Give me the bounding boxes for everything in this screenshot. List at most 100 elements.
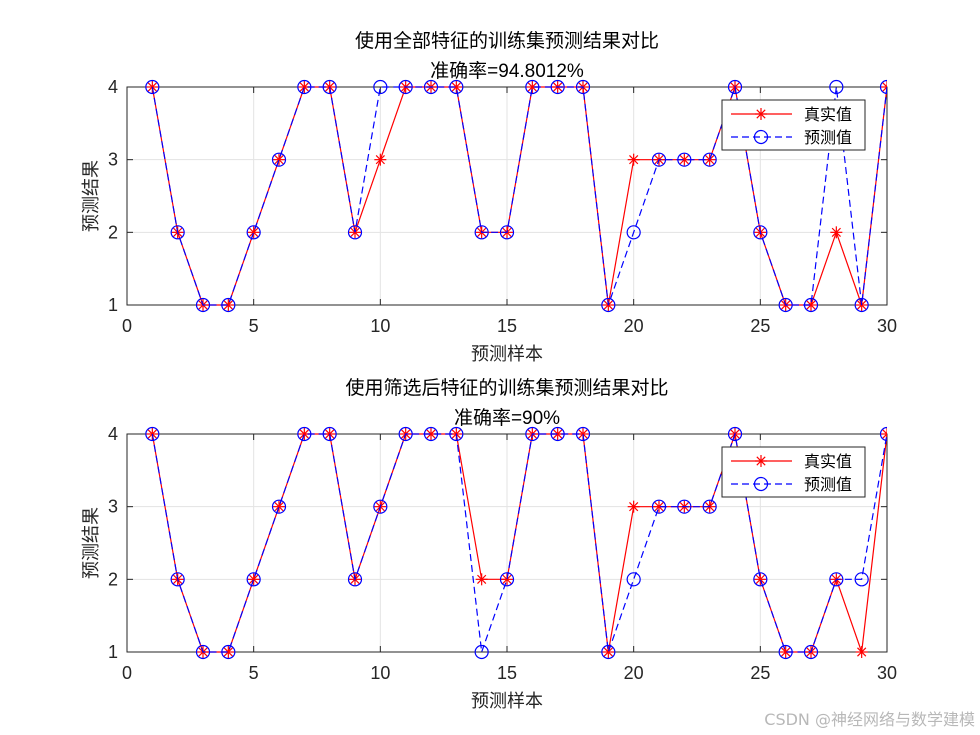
legend-marker-asterisk [755, 108, 767, 120]
legend-box [721, 446, 866, 498]
data-point-circle [373, 499, 388, 514]
y-tick-label: 4 [108, 77, 118, 97]
data-point-circle [550, 79, 565, 95]
series-line [151, 84, 887, 306]
data-point-circle [347, 572, 363, 587]
data-point-circle [145, 79, 160, 95]
data-point-circle [651, 499, 667, 514]
data-point-circle [626, 572, 641, 587]
data-point-circle [829, 79, 844, 95]
chart-subtitle: 准确率=90% [454, 407, 560, 429]
data-point-circle [449, 426, 464, 442]
legend-marker-circle [753, 129, 769, 145]
chart-title: 使用全部特征的训练集预测结果对比 [355, 30, 659, 52]
data-point-circle [677, 499, 692, 514]
legend-label: 预测值 [804, 475, 852, 494]
x-tick-label: 15 [497, 663, 517, 683]
data-point-asterisk [273, 153, 285, 166]
data-point-circle [651, 152, 667, 167]
data-point-circle [702, 152, 717, 167]
data-point-circle [221, 297, 236, 313]
subplot-1: 0 5 10 15 20 25 30 1 2 3 4 使用全部特征的训练集预测结果对比准确率=94.8… [81, 30, 897, 365]
legend-box [721, 99, 866, 151]
x-tick-label: 30 [877, 663, 897, 683]
y-tick-label: 2 [108, 222, 118, 242]
data-point-asterisk [298, 428, 311, 440]
data-point-circle [271, 152, 287, 167]
data-point-circle [221, 644, 236, 660]
data-point-asterisk [247, 226, 260, 239]
data-point-circle [778, 644, 793, 660]
x-tick-label: 20 [624, 663, 644, 683]
data-point-circle [677, 152, 692, 167]
data-point-asterisk [501, 573, 513, 586]
data-point-asterisk [627, 153, 640, 166]
x-axis-label: 预测样本 [471, 691, 543, 712]
data-point-circle [373, 79, 388, 95]
chart-subtitle: 准确率=94.8012% [430, 60, 584, 82]
data-point-circle [499, 225, 515, 240]
data-point-asterisk [830, 226, 843, 239]
y-axis-label: 预测结果 [81, 507, 102, 579]
data-point-circle [601, 297, 616, 313]
series-pred [145, 79, 887, 313]
data-point-circle [879, 79, 887, 95]
data-point-circle [474, 644, 489, 660]
x-axis-label: 预测样本 [471, 344, 543, 365]
y-axis-label: 预测结果 [81, 160, 102, 232]
y-tick-label: 2 [108, 569, 118, 589]
data-point-circle [297, 426, 312, 442]
legend-label: 真实值 [804, 105, 852, 124]
legend-marker-asterisk [755, 455, 767, 467]
chart-title: 使用筛选后特征的训练集预测结果对比 [345, 377, 668, 399]
data-point-circle [525, 79, 540, 95]
data-point-circle [145, 426, 160, 442]
x-tick-label: 0 [122, 663, 132, 683]
data-point-circle [601, 644, 616, 660]
x-tick-label: 5 [249, 316, 259, 336]
data-point-circle [575, 79, 591, 95]
data-point-circle [626, 225, 641, 240]
x-tick-label: 25 [750, 663, 770, 683]
data-point-circle [423, 426, 439, 442]
data-point-circle [803, 644, 819, 660]
y-tick-label: 3 [108, 150, 118, 170]
data-point-asterisk [247, 573, 260, 586]
x-tick-label: 0 [122, 316, 132, 336]
data-point-circle [854, 572, 869, 587]
data-point-circle [879, 426, 887, 442]
data-point-asterisk [855, 646, 868, 658]
data-point-circle [246, 572, 261, 587]
x-tick-label: 15 [497, 316, 517, 336]
data-point-circle [170, 225, 185, 240]
data-point-circle [525, 426, 540, 442]
data-point-circle [753, 572, 768, 587]
y-tick-label: 1 [108, 642, 118, 662]
x-tick-label: 10 [370, 663, 390, 683]
x-tick-label: 30 [877, 316, 897, 336]
data-point-asterisk [475, 573, 488, 586]
y-tick-label: 4 [108, 424, 118, 444]
data-point-circle [575, 426, 591, 442]
data-point-circle [499, 572, 515, 587]
subplot-2: 0 5 10 15 20 25 30 1 2 3 4 使用筛选后特征的训练集预测结果对比准确率=90%… [81, 377, 897, 712]
data-point-circle [347, 225, 363, 240]
data-point-circle [702, 499, 717, 514]
data-point-asterisk [374, 153, 387, 166]
data-point-circle [322, 79, 337, 95]
data-point-circle [398, 79, 413, 95]
series-line [151, 431, 887, 653]
data-point-circle [246, 225, 261, 240]
data-point-circle [753, 225, 768, 240]
data-point-circle [854, 297, 869, 313]
data-point-asterisk [881, 81, 887, 93]
data-point-circle [727, 79, 743, 95]
x-tick-label: 25 [750, 316, 770, 336]
data-point-circle [778, 297, 793, 313]
data-point-circle [829, 572, 844, 587]
data-point-circle [297, 79, 312, 95]
series-pred [145, 426, 887, 660]
data-point-circle [474, 225, 489, 240]
